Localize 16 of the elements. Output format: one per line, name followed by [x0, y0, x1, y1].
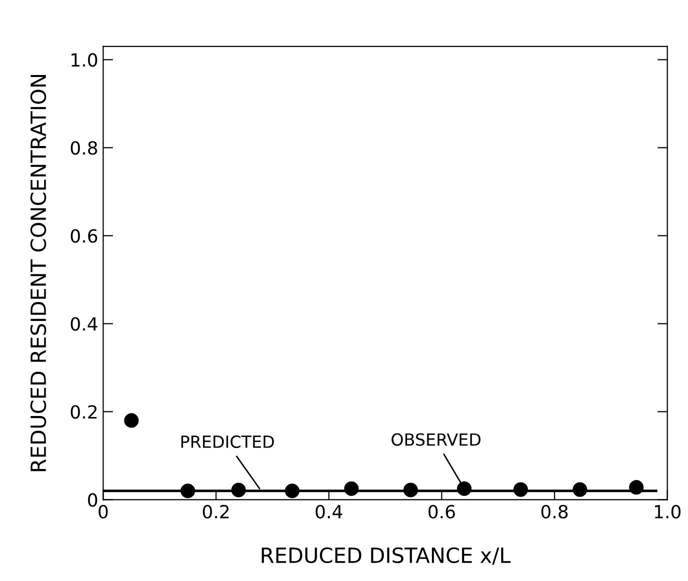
y-tick-label: 0.4 — [70, 317, 98, 331]
x-tick-label: 0.8 — [541, 504, 568, 518]
y-tick-label: 0 — [88, 493, 98, 507]
x-tick-label: 1.0 — [654, 504, 681, 518]
y-tick-label: 0.6 — [70, 229, 98, 243]
x-axis-title: REDUCED DISTANCE x/L — [262, 547, 511, 565]
x-tick-label: 0 — [98, 504, 108, 518]
annotation: OBSERVED — [392, 433, 480, 446]
y-tick-label: 1.0 — [72, 53, 98, 67]
y-tick-label: 0.8 — [70, 141, 98, 155]
x-tick-label: 0.6 — [428, 504, 455, 518]
y-axis-title: REDUCED RESIDENT CONCENTRATION — [30, 75, 46, 472]
y-tick-label: 0.2 — [70, 405, 97, 419]
x-tick-label: 0.4 — [316, 504, 342, 518]
annotation: PREDICTED — [181, 435, 274, 448]
x-tick-label: 0.2 — [202, 504, 229, 518]
